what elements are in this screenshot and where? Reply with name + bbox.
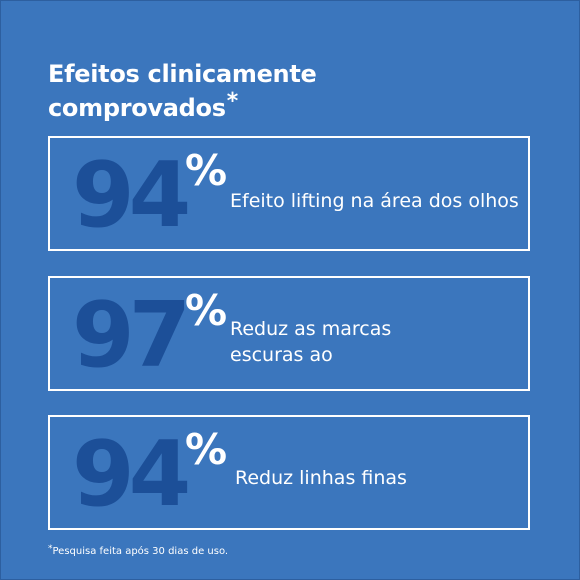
stat-value: 97 — [72, 283, 191, 388]
footnote: *Pesquisa feita após 30 dias de uso. — [48, 543, 228, 558]
stat-label-line-1: Reduz linhas finas — [235, 467, 407, 489]
stat-label-line-1: Efeito lifting na área dos olhos — [230, 190, 519, 212]
title-line-1: Efeitos clinicamente — [48, 60, 317, 88]
percent-sign: % — [185, 286, 228, 335]
stat-label: Efeito lifting na área dos olhos — [230, 188, 519, 214]
stat-value: 94 — [72, 143, 191, 248]
percent-sign: % — [185, 146, 228, 195]
title-line-2: comprovados* — [48, 88, 316, 122]
page-title: Efeitos clinicamente comprovados* — [48, 60, 317, 122]
footnote-text: Pesquisa feita após 30 dias de uso. — [52, 546, 229, 557]
title-asterisk: * — [226, 89, 239, 114]
stat-value: 94 — [72, 422, 191, 527]
stat-label-line-2: escuras ao — [230, 344, 333, 366]
stat-label: Reduz linhas finas — [235, 465, 407, 491]
title-line-2-text: comprovados — [48, 94, 226, 122]
stat-label-line-1: Reduz as marcas — [230, 318, 392, 340]
footnote-asterisk: * — [48, 544, 53, 554]
stat-label: Reduz as marcas escuras ao — [230, 316, 391, 368]
percent-sign: % — [185, 425, 228, 474]
stat-card-fine-lines: 94 % Reduz linhas finas — [48, 415, 530, 530]
stat-card-dark-marks: 97 % Reduz as marcas escuras ao — [48, 276, 530, 391]
stat-card-eye-lifting: 94 % Efeito lifting na área dos olhos — [48, 136, 530, 251]
